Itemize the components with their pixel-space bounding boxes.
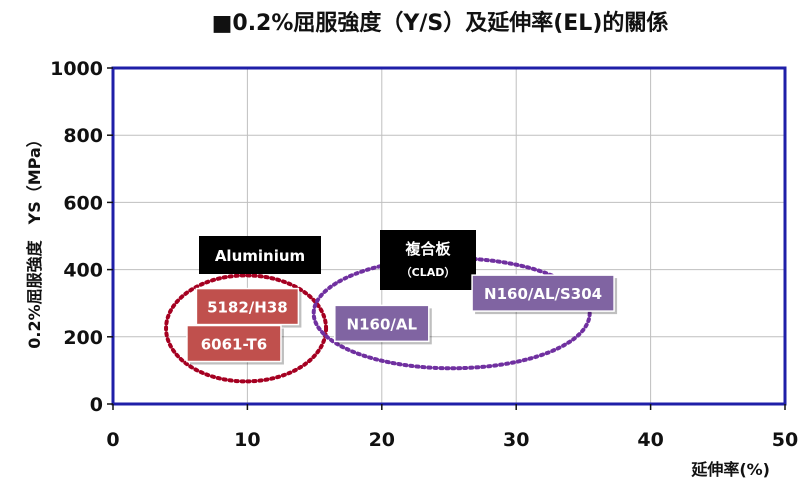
x-tick-label: 0	[106, 429, 119, 451]
chart-title: ■0.2%屈服強度（Y/S）及延伸率(EL)的關係	[212, 10, 669, 36]
y-axis-ticks: 0 200 400 600 800 1000	[50, 58, 113, 416]
y-tick-label: 200	[63, 327, 103, 349]
group-label-box	[380, 230, 476, 290]
data-point-label: N160/AL	[347, 315, 418, 333]
data-point-box	[334, 304, 430, 343]
data-point: N160/AL/S304	[471, 274, 618, 315]
group-label-subtext: （CLAD）	[401, 266, 456, 279]
group-label-box	[199, 236, 321, 274]
x-tick-label: 10	[234, 429, 260, 451]
plot-frame	[111, 66, 787, 406]
x-tick-label: 50	[772, 429, 798, 451]
group-label-text: Aluminium	[215, 247, 305, 265]
data-point-label: 5182/H38	[207, 299, 288, 317]
data-point: 6061-T6	[186, 324, 284, 365]
data-point-label: N160/AL/S304	[484, 285, 602, 303]
y-tick-label: 1000	[50, 58, 103, 80]
y-tick-label: 600	[63, 192, 103, 214]
data-point-box	[195, 287, 300, 326]
x-tick-label: 40	[637, 429, 663, 451]
data-points: 5182/H38 6061-T6 N160/AL N160/AL/S304	[186, 274, 618, 365]
y-tick-label: 400	[63, 260, 103, 282]
data-point-box	[186, 324, 282, 363]
x-tick-label: 20	[369, 429, 395, 451]
x-tick-label: 30	[503, 429, 529, 451]
data-point: 5182/H38	[195, 287, 302, 328]
group-labels: Aluminium 複合板 （CLAD）	[199, 230, 476, 290]
y-tick-label: 0	[90, 394, 103, 416]
group-label-text: 複合板	[404, 240, 451, 258]
data-point-label: 6061-T6	[201, 336, 267, 354]
y-tick-label: 800	[63, 125, 103, 147]
x-axis-ticks: 0 10 20 30 40 50	[106, 404, 798, 451]
data-point: N160/AL	[334, 304, 432, 345]
data-point-box	[471, 274, 615, 312]
group-ellipse	[164, 273, 329, 384]
x-axis-label: 延伸率(%)	[690, 460, 770, 479]
y-axis-label: 0.2%屈服強度 YS（MPa）	[25, 131, 44, 349]
